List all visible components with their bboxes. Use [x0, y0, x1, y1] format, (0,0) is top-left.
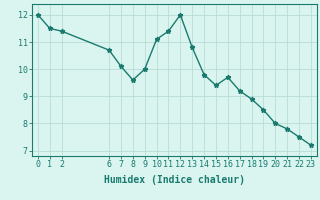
X-axis label: Humidex (Indice chaleur): Humidex (Indice chaleur) — [104, 175, 245, 185]
